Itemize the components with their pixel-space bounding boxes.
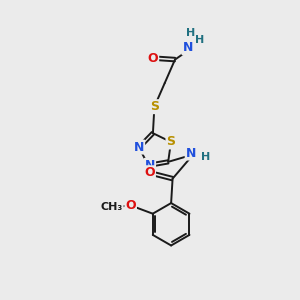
Text: CH₃: CH₃ (101, 202, 123, 212)
Text: N: N (134, 140, 144, 154)
Text: S: S (150, 100, 159, 113)
Text: O: O (125, 199, 136, 212)
Text: O: O (144, 166, 155, 179)
Text: N: N (182, 41, 193, 54)
Text: N: N (145, 159, 155, 172)
Text: H: H (195, 35, 204, 45)
Text: H: H (186, 28, 195, 38)
Text: H: H (201, 152, 210, 162)
Text: N: N (186, 146, 196, 160)
Text: O: O (148, 52, 158, 64)
Text: S: S (167, 136, 176, 148)
